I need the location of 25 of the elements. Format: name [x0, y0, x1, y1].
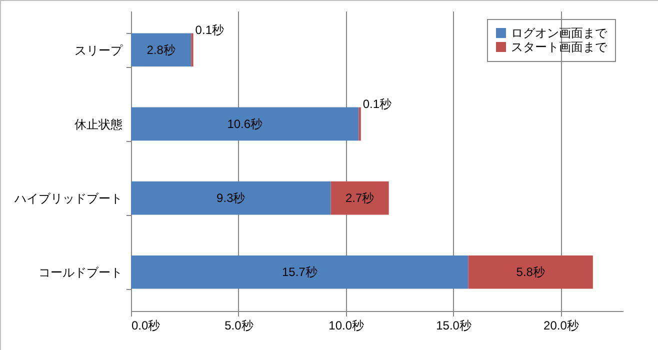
bar [131, 255, 468, 289]
x-tick-label: 15.0秒 [436, 318, 472, 332]
data-label: 0.1秒 [362, 96, 392, 111]
y-tick-label: コールドブート [38, 266, 122, 280]
data-label: 5.8秒 [516, 265, 545, 280]
bar [330, 181, 389, 215]
data-label: 2.7秒 [345, 191, 374, 206]
y-tick-label: ハイブリッドブート [14, 192, 122, 206]
legend-label: ログオン画面まで [511, 26, 608, 40]
data-label: 2.8秒 [146, 42, 176, 57]
data-label: 0.1秒 [195, 22, 224, 37]
bar [131, 33, 192, 67]
x-tick-label: 20.0秒 [544, 318, 579, 332]
x-tick-label: 10.0秒 [328, 318, 364, 332]
x-tick-label: 0.0秒 [132, 318, 160, 332]
bar [131, 107, 359, 141]
data-label: 9.3秒 [216, 191, 246, 206]
y-tick-label: 休止状態 [74, 117, 122, 132]
data-label: 15.7秒 [282, 265, 318, 280]
bar [131, 181, 331, 215]
legend-label: スタート画面まで [511, 40, 608, 54]
x-tick-label: 5.0秒 [224, 318, 254, 332]
data-label: 10.6秒 [227, 116, 263, 131]
bar [468, 255, 593, 289]
y-tick-label: スリープ [74, 43, 124, 58]
